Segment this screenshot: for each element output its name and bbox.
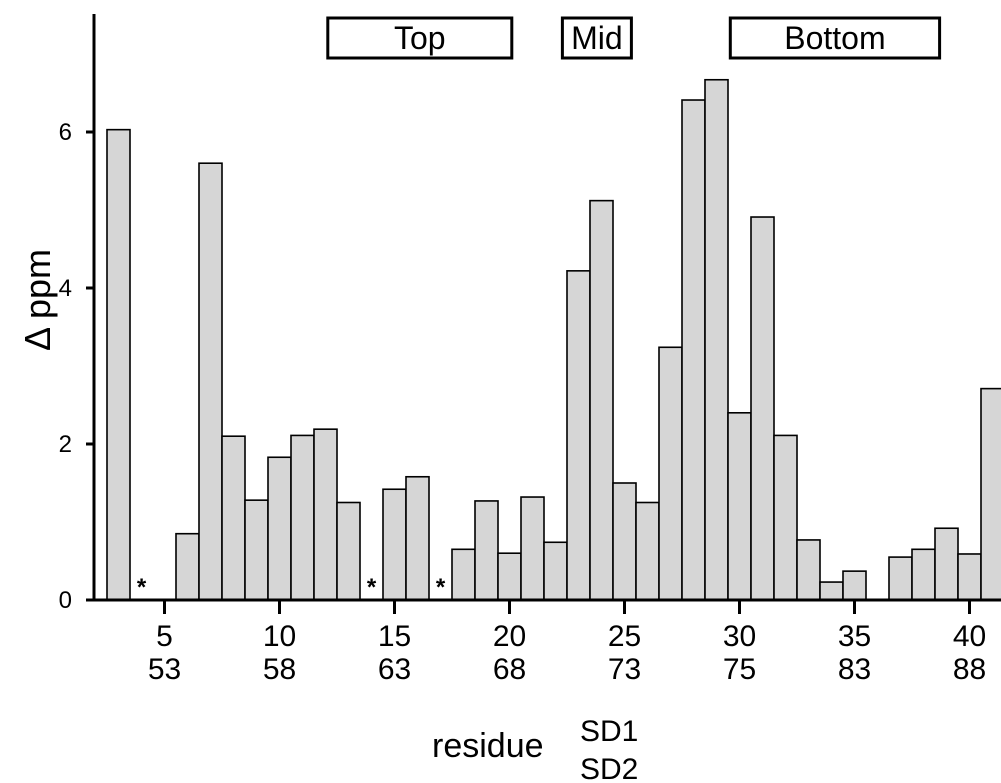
bar-residue-26 — [635, 501, 660, 601]
unassigned-markers-layer: * * * — [137, 574, 446, 601]
bar-residue-22 — [543, 541, 568, 601]
bar-residue-10 — [267, 456, 292, 601]
x-tick-label-sd2-63: 63 — [378, 653, 411, 686]
bar-residue-35 — [842, 570, 867, 601]
bar-residue-13 — [336, 501, 361, 601]
x-axis-label-group: residue SD1 SD2 — [432, 715, 638, 783]
x-tick-label-sd1-20: 20 — [493, 620, 526, 653]
bar-residue-30 — [727, 411, 752, 601]
region-label-bottom: Bottom — [784, 20, 885, 56]
bar-residue-19 — [474, 500, 499, 601]
bars-layer — [106, 78, 1001, 601]
y-tick-label-0: 0 — [59, 587, 72, 614]
x-tick-label-sd1-35: 35 — [838, 620, 871, 653]
bar-residue-20 — [497, 552, 522, 601]
bar-residue-32 — [773, 434, 798, 601]
bar-residue-33 — [796, 539, 821, 601]
x-tick-label-sd2-68: 68 — [493, 653, 526, 686]
y-tick-label-6: 6 — [59, 119, 72, 146]
unassigned-marker-14: * — [367, 574, 377, 601]
bar-residue-27 — [658, 346, 683, 601]
bar-residue-9 — [244, 499, 269, 601]
x-tick-label-sd2-58: 58 — [263, 653, 296, 686]
region-box-bottom — [728, 16, 942, 60]
bar-residue-25 — [612, 482, 637, 601]
y-ticks-layer: 0 2 4 6 — [59, 119, 94, 614]
x-tick-label-sd2-88: 88 — [953, 653, 986, 686]
bar-residue-28 — [681, 99, 706, 601]
bar-residue-31 — [750, 216, 775, 601]
bar-residue-6 — [175, 532, 200, 601]
bar-residue-38 — [911, 548, 936, 601]
region-box-mid — [560, 16, 633, 60]
region-label-mid: Mid — [571, 20, 623, 56]
bar-residue-16 — [405, 475, 430, 601]
bar-residue-34 — [819, 581, 844, 601]
bar-residue-40 — [957, 553, 982, 601]
x-tick-label-sd1-25: 25 — [608, 620, 641, 653]
bar-residue-41 — [980, 387, 1001, 601]
bar-residue-18 — [451, 548, 476, 601]
bar-residue-12 — [313, 428, 338, 601]
y-tick-label-2: 2 — [59, 431, 72, 458]
x-tick-label-sd2-53: 53 — [148, 653, 181, 686]
bar-residue-8 — [221, 435, 246, 601]
bar-residue-37 — [888, 556, 913, 601]
bar-residue-3 — [106, 128, 131, 601]
x-tick-label-sd2-83: 83 — [838, 653, 871, 686]
x-tick-label-sd1-5: 5 — [156, 620, 173, 653]
unassigned-marker-17: * — [436, 574, 446, 601]
x-axis-label: residue — [432, 727, 544, 765]
bar-residue-24 — [589, 199, 614, 601]
x-tick-label-sd2-75: 75 — [723, 653, 756, 686]
bar-residue-7 — [198, 162, 223, 601]
x-tick-label-sd1-40: 40 — [953, 620, 986, 653]
x-tick-label-sd1-10: 10 — [263, 620, 296, 653]
bar-residue-23 — [566, 270, 591, 601]
region-label-top: Top — [394, 20, 446, 56]
bar-residue-39 — [934, 527, 959, 601]
bar-residue-11 — [290, 434, 315, 601]
axes-layer — [92, 14, 1001, 602]
y-tick-label-4: 4 — [59, 275, 72, 302]
x-tick-label-sd2-73: 73 — [608, 653, 641, 686]
x-axis-sublabel-sd1: SD1 — [580, 715, 638, 748]
x-tick-label-sd1-15: 15 — [378, 620, 411, 653]
bar-residue-21 — [520, 496, 545, 601]
region-box-top — [326, 16, 514, 60]
y-axis-label: Δ ppm — [17, 249, 58, 351]
x-axis-sublabel-sd2: SD2 — [580, 753, 638, 783]
bar-residue-15 — [382, 488, 407, 601]
bar-residue-29 — [704, 78, 729, 601]
unassigned-marker-4: * — [137, 574, 147, 601]
x-tick-label-sd1-30: 30 — [723, 620, 756, 653]
region-labels-layer: Top Mid Bottom — [326, 16, 942, 60]
